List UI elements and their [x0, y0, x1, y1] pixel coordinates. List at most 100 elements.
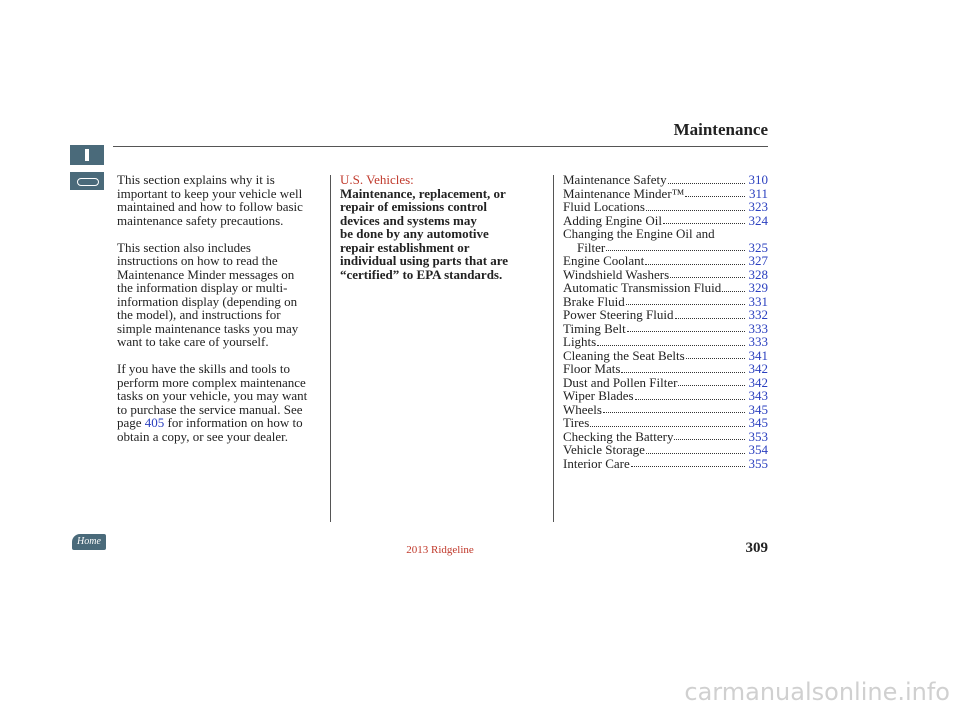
toc-row: Automatic Transmission Fluid 329 [563, 281, 768, 295]
toc-label: Automatic Transmission Fluid [563, 280, 722, 295]
body-text: obtain a copy, or see your dealer. [117, 428, 288, 444]
toc-page[interactable]: 341 [748, 347, 769, 363]
toc-label: Floor Mats [563, 361, 621, 376]
toc-label: Timing Belt [563, 320, 626, 336]
body-text: instructions on how to read the [117, 253, 278, 268]
toc-label: Dust and Pollen Filter [563, 374, 678, 390]
toc-page[interactable]: 342 [748, 374, 769, 390]
toc-page[interactable]: 331 [748, 293, 769, 309]
toc-page[interactable]: 342 [748, 361, 769, 376]
toc-row: Checking the Battery 353 [563, 428, 769, 444]
notice-heading: U.S. Vehicles: [340, 172, 414, 187]
dot-leader [674, 308, 745, 319]
notice-text: devices and systems may [340, 212, 477, 228]
dot-leader [685, 349, 745, 359]
toc-label: Cleaning the Seat Belts [563, 347, 685, 363]
body-text: important to keep your vehicle well [117, 185, 303, 201]
toc-page[interactable]: 329 [748, 280, 769, 295]
toc-label: Filter [577, 239, 606, 255]
toc-label: Changing the Engine Oil and [563, 226, 715, 241]
toc-page[interactable]: 343 [748, 388, 769, 403]
dot-leader [685, 187, 745, 197]
body-text: want to take care of yourself. [117, 334, 269, 349]
body-text: perform more complex maintenance [117, 374, 306, 390]
toc-label: Engine Coolant [563, 253, 645, 268]
toc-row: Filter 325 [563, 239, 769, 255]
dot-leader [678, 376, 745, 386]
notice-text: Maintenance, replacement, or [340, 185, 506, 201]
toc-label: Checking the Battery [563, 428, 674, 444]
toc-page[interactable]: 345 [748, 401, 769, 417]
toc-row: Timing Belt 333 [563, 320, 769, 336]
dot-leader [626, 322, 745, 332]
body-text: the model), and instructions for [117, 307, 281, 322]
dot-leader [597, 335, 745, 346]
dot-leader [606, 241, 745, 251]
toc-page[interactable]: 355 [748, 455, 769, 471]
toc-row: Adding Engine Oil 324 [563, 212, 769, 228]
body-text: maintenance safety precautions. [117, 212, 284, 228]
notice-text: repair of emissions control [340, 199, 487, 214]
toc-row: Engine Coolant 327 [563, 254, 768, 268]
home-button[interactable]: Home [72, 534, 106, 550]
dot-leader [590, 416, 745, 427]
toc-row: Fluid Locations 323 [563, 200, 768, 214]
body-text: information display (depending on [117, 293, 298, 309]
toc-page[interactable]: 328 [748, 266, 769, 282]
body-text: tasks on your vehicle, you may want [117, 388, 308, 403]
header-rule [113, 146, 768, 147]
toc-page[interactable]: 333 [748, 334, 769, 349]
toc-row: Maintenance Minder™ 311 [563, 185, 768, 201]
notice-text: repair establishment or [340, 239, 470, 255]
toc-page[interactable]: 324 [748, 212, 769, 228]
toc-page[interactable]: 311 [748, 185, 768, 201]
info-icon[interactable] [70, 145, 104, 165]
toc-page[interactable]: 354 [748, 442, 769, 457]
toc-row: Maintenance Safety 310 [563, 173, 768, 187]
toc-row: Dust and Pollen Filter 342 [563, 374, 769, 390]
toc-row: Floor Mats 342 [563, 362, 768, 376]
toc-page[interactable]: 310 [748, 172, 769, 187]
toc-label: Adding Engine Oil [563, 212, 662, 228]
dot-leader [662, 214, 745, 224]
toc-row: Power Steering Fluid 332 [563, 308, 768, 322]
dot-leader [625, 295, 745, 305]
dot-leader [634, 389, 745, 400]
toc-page[interactable]: 345 [748, 415, 769, 430]
toc-page[interactable]: 323 [748, 199, 769, 214]
body-text: This section explains why it is [117, 172, 275, 187]
toc-row: Interior Care 355 [563, 455, 769, 471]
toc-row: Wiper Blades 343 [563, 389, 768, 403]
dot-leader [667, 173, 745, 184]
notice-text: “certified” to EPA standards. [340, 266, 503, 282]
toc-label: Lights [563, 334, 597, 349]
toc-page[interactable]: 333 [748, 320, 769, 336]
toc-label: Tires [563, 415, 590, 430]
toc-label: Vehicle Storage [563, 442, 645, 457]
watermark: carmanualsonline.info [684, 678, 950, 706]
toc-page[interactable]: 325 [748, 239, 769, 255]
toc-row: Windshield Washers 328 [563, 266, 769, 282]
body-text: the information display or multi- [117, 280, 288, 295]
dot-leader [674, 430, 745, 440]
dot-leader [621, 362, 745, 373]
toc-page[interactable]: 353 [748, 428, 769, 444]
toc-label: Wheels [563, 401, 602, 417]
page-link[interactable]: 405 [144, 415, 165, 430]
car-icon[interactable] [70, 172, 104, 190]
dot-leader [645, 443, 745, 454]
toc-row: Vehicle Storage 354 [563, 443, 768, 457]
body-text: to purchase the service manual. See [117, 401, 303, 417]
dot-leader [602, 403, 745, 413]
body-text: page [117, 415, 142, 430]
dot-leader [645, 254, 745, 265]
toc-label: Brake Fluid [563, 293, 625, 309]
notice-text: individual using parts that are [340, 253, 509, 268]
toc-page[interactable]: 332 [748, 307, 769, 322]
toc-label: Fluid Locations [563, 199, 645, 214]
toc-row: Changing the Engine Oil and [563, 227, 768, 241]
toc-page[interactable]: 327 [748, 253, 769, 268]
column-divider [330, 175, 331, 522]
body-text: simple maintenance tasks you may [117, 320, 299, 336]
